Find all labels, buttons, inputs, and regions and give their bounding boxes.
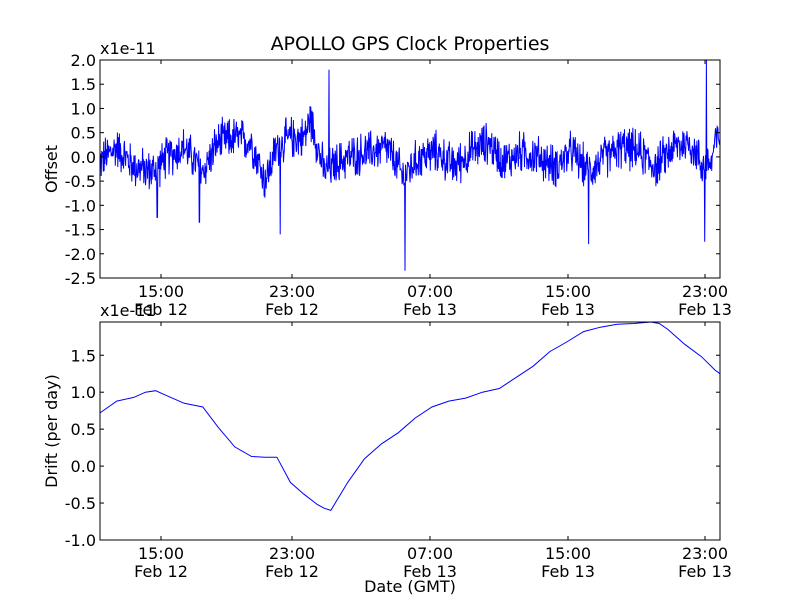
chart-title: APOLLO GPS Clock Properties xyxy=(271,33,550,55)
x-axis-title: Date (GMT) xyxy=(364,577,456,596)
offset-ytick-label: -2.0 xyxy=(65,245,96,264)
drift-ytick-label: 0.5 xyxy=(71,420,96,439)
drift-xtick-date-label: Feb 13 xyxy=(541,562,595,581)
offset-plot-frame xyxy=(99,59,721,279)
offset-series-line xyxy=(99,59,721,271)
offset-xtick-time-label: 15:00 xyxy=(545,282,591,301)
offset-ytick-label: -1.0 xyxy=(65,196,96,215)
offset-panel: 2.0 1.5 1.0 0.5 0.0 -0.5 -1.0 -1.5 -2.0 -2.5 15:00… xyxy=(42,39,732,319)
offset-ytick-label: -0.5 xyxy=(65,172,96,191)
offset-xtick-time-label: 23:00 xyxy=(682,282,728,301)
offset-xtick-date-label: Feb 13 xyxy=(678,300,732,319)
drift-ytick-label: 1.0 xyxy=(71,383,96,402)
offset-ytick-label: 0.0 xyxy=(71,148,96,167)
drift-xtick-time-label: 15:00 xyxy=(545,544,591,563)
offset-xtick-time-label: 23:00 xyxy=(269,282,315,301)
offset-xtick-date-label: Feb 13 xyxy=(541,300,595,319)
drift-plot-frame xyxy=(99,321,721,541)
offset-ytick-label: -1.5 xyxy=(65,221,96,240)
offset-xtick-time-label: 15:00 xyxy=(138,282,184,301)
drift-xtick-date-label: Feb 13 xyxy=(678,562,732,581)
drift-series-line xyxy=(99,321,721,511)
drift-xtick-time-label: 07:00 xyxy=(407,544,453,563)
drift-xtick-date-label: Feb 12 xyxy=(134,562,188,581)
drift-y-axis-title: Drift (per day) xyxy=(42,374,61,488)
offset-xtick-time-label: 07:00 xyxy=(407,282,453,301)
offset-xtick-date-label: Feb 12 xyxy=(134,300,188,319)
drift-ytick-label: 0.0 xyxy=(71,457,96,476)
offset-scale-label: x1e-11 xyxy=(100,39,156,58)
offset-xtick-date-label: Feb 13 xyxy=(403,300,457,319)
drift-ytick-label: -1.0 xyxy=(65,531,96,550)
offset-ytick-label: 1.0 xyxy=(71,99,96,118)
offset-ytick-label: 0.5 xyxy=(71,124,96,143)
offset-xtick-date-label: Feb 12 xyxy=(265,300,319,319)
drift-xtick-time-label: 23:00 xyxy=(269,544,315,563)
drift-ytick-label: -0.5 xyxy=(65,494,96,513)
drift-xtick-date-label: Feb 13 xyxy=(403,562,457,581)
offset-ytick-label: 1.5 xyxy=(71,75,96,94)
offset-ytick-label: -2.5 xyxy=(65,269,96,288)
drift-xtick-date-label: Feb 12 xyxy=(265,562,319,581)
drift-scale-label: x1e-11 xyxy=(100,301,156,320)
drift-xtick-time-label: 23:00 xyxy=(682,544,728,563)
drift-ytick-label: 1.5 xyxy=(71,346,96,365)
offset-y-axis-title: Offset xyxy=(42,145,61,193)
offset-ytick-label: 2.0 xyxy=(71,51,96,70)
drift-xtick-time-label: 15:00 xyxy=(138,544,184,563)
